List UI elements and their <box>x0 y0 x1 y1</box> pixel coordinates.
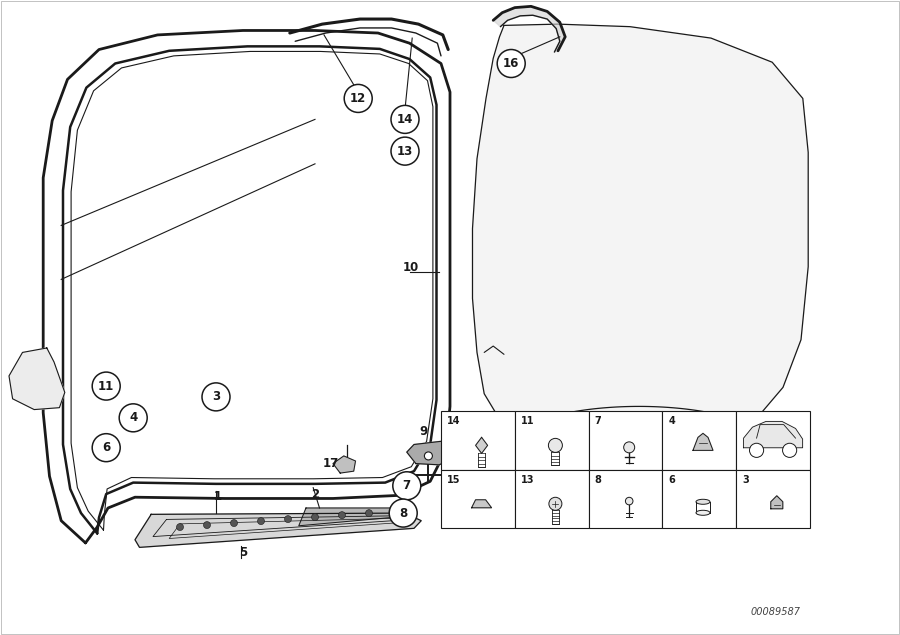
Circle shape <box>92 372 121 400</box>
Bar <box>515 470 589 528</box>
Circle shape <box>392 507 400 515</box>
Polygon shape <box>472 500 491 508</box>
Circle shape <box>548 438 562 452</box>
Text: 2: 2 <box>310 488 320 500</box>
Text: 8: 8 <box>595 475 601 485</box>
Text: 10: 10 <box>402 262 418 274</box>
Bar <box>736 411 810 470</box>
Text: 14: 14 <box>447 417 461 427</box>
Polygon shape <box>770 496 783 509</box>
Circle shape <box>92 434 121 462</box>
Text: 6: 6 <box>669 475 675 485</box>
Circle shape <box>389 499 418 527</box>
Polygon shape <box>407 441 455 465</box>
Bar <box>589 470 662 528</box>
Text: 5: 5 <box>238 546 248 559</box>
Text: 3: 3 <box>742 475 749 485</box>
Circle shape <box>176 523 184 531</box>
Circle shape <box>391 105 419 133</box>
Polygon shape <box>743 422 803 448</box>
Text: 15: 15 <box>449 475 465 488</box>
Circle shape <box>203 521 211 528</box>
Bar <box>662 411 736 470</box>
Polygon shape <box>472 24 808 448</box>
Text: 15: 15 <box>447 475 461 485</box>
Text: 7: 7 <box>402 479 411 492</box>
Text: 13: 13 <box>521 475 535 485</box>
Text: 13: 13 <box>397 145 413 157</box>
Circle shape <box>230 519 238 526</box>
Polygon shape <box>9 348 65 410</box>
Polygon shape <box>299 508 416 526</box>
Bar <box>662 470 736 528</box>
Polygon shape <box>475 438 488 453</box>
Text: 16: 16 <box>503 57 519 70</box>
Text: 12: 12 <box>350 92 366 105</box>
Circle shape <box>311 514 319 521</box>
Bar <box>736 470 810 528</box>
Text: 14: 14 <box>397 113 413 126</box>
Text: 1: 1 <box>213 490 222 503</box>
Circle shape <box>391 137 419 165</box>
Circle shape <box>257 518 265 525</box>
Polygon shape <box>493 6 565 52</box>
Polygon shape <box>135 513 421 547</box>
Circle shape <box>119 404 148 432</box>
Text: 9: 9 <box>418 425 427 438</box>
Polygon shape <box>333 456 356 473</box>
Circle shape <box>783 443 796 457</box>
Circle shape <box>365 510 373 517</box>
Circle shape <box>425 452 432 460</box>
Text: 6: 6 <box>102 441 111 454</box>
Bar <box>515 411 589 470</box>
Text: 7: 7 <box>595 417 601 427</box>
Text: 00089587: 00089587 <box>751 607 801 617</box>
Text: 11: 11 <box>98 380 114 392</box>
Circle shape <box>202 383 230 411</box>
Circle shape <box>750 443 763 457</box>
Ellipse shape <box>696 499 710 504</box>
Circle shape <box>338 512 346 519</box>
Circle shape <box>392 472 421 500</box>
Text: 17: 17 <box>323 457 339 470</box>
Ellipse shape <box>696 511 710 515</box>
Circle shape <box>443 467 472 495</box>
Circle shape <box>549 497 562 511</box>
Circle shape <box>344 84 373 112</box>
Bar <box>441 470 515 528</box>
Text: 4: 4 <box>669 417 675 427</box>
Circle shape <box>624 442 634 453</box>
Text: 8: 8 <box>399 507 408 519</box>
Text: 4: 4 <box>129 411 138 424</box>
Text: 11: 11 <box>521 417 535 427</box>
Bar <box>441 411 515 470</box>
Circle shape <box>626 497 633 505</box>
Bar <box>589 411 662 470</box>
Circle shape <box>497 50 526 77</box>
Polygon shape <box>693 433 713 450</box>
Circle shape <box>284 516 292 523</box>
Text: 3: 3 <box>212 391 220 403</box>
